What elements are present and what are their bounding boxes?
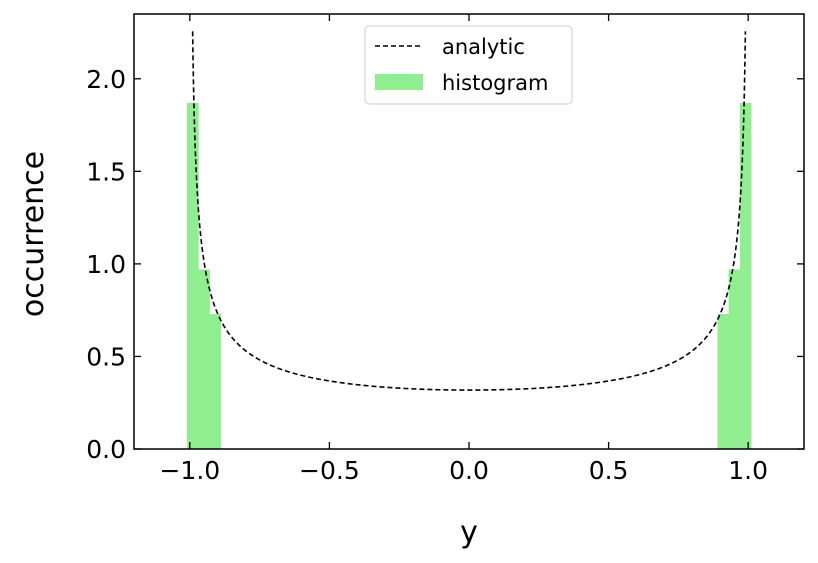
histogram-bar-0 (187, 102, 199, 449)
legend-histogram-swatch (375, 74, 423, 90)
histogram-bar-1 (198, 269, 210, 449)
legend-analytic-label: analytic (442, 35, 525, 59)
analytic-curve-layer (191, 31, 747, 391)
y-tick-label-0: 0.0 (86, 435, 126, 464)
x-tick-label-2: 0.0 (449, 456, 489, 485)
histogram-bar-4 (717, 313, 730, 449)
legend-histogram-label: histogram (442, 71, 548, 95)
x-tick-label-4: 1.0 (728, 456, 768, 485)
x-tick-label-1: −0.5 (299, 456, 360, 485)
y-tick-label-2: 1.0 (86, 250, 126, 279)
y-axis-label: occurrence (16, 151, 51, 317)
histogram-bars (187, 102, 752, 449)
histogram-bar-2 (209, 313, 222, 449)
axis-ticks: −1.0 −0.5 0.0 0.5 1.0 0.0 0.5 1.0 1.5 2.0 (86, 14, 804, 485)
x-tick-label-3: 0.5 (589, 456, 629, 485)
histogram-bar-6 (739, 102, 752, 449)
x-tick-label-0: −1.0 (159, 456, 220, 485)
legend: analytic histogram (364, 25, 573, 105)
y-tick-label-1: 0.5 (86, 342, 126, 371)
y-tick-label-4: 2.0 (86, 65, 126, 94)
y-tick-label-3: 1.5 (86, 157, 126, 186)
histogram-bar-5 (728, 269, 741, 449)
analytic-curve (191, 31, 747, 391)
x-axis-label: y (460, 515, 478, 550)
